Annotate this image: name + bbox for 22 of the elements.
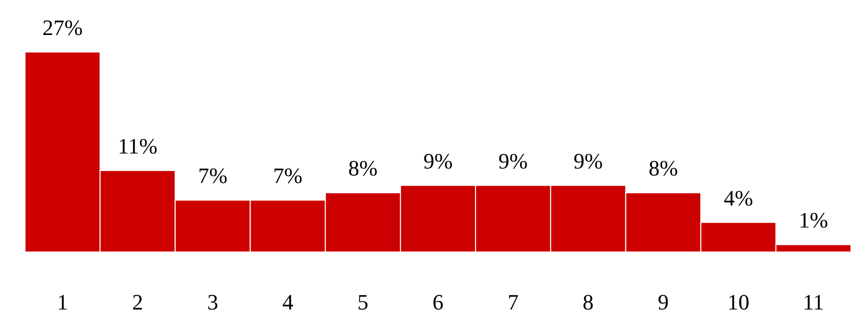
x-tick-label: 5 (357, 290, 368, 314)
data-label: 7% (273, 163, 302, 188)
x-tick-label: 9 (658, 290, 669, 314)
data-label: 9% (498, 148, 528, 174)
x-tick-label: 3 (207, 290, 218, 314)
x-tick-label: 4 (282, 290, 294, 314)
x-tick-label: 6 (432, 290, 444, 314)
x-tick-label: 11 (802, 290, 824, 314)
x-tick-label: 8 (582, 290, 594, 314)
data-label: 9% (423, 148, 453, 174)
data-label: 8% (348, 156, 378, 181)
data-label: 4% (724, 185, 754, 210)
data-label: 7% (198, 163, 228, 188)
x-tick-label: 10 (727, 290, 750, 314)
x-tick-label: 7 (508, 290, 519, 314)
data-label: 27% (42, 15, 83, 40)
x-tick-label: 1 (57, 290, 68, 314)
data-label: 8% (648, 156, 678, 181)
data-label: 11% (118, 134, 158, 159)
data-label: 1% (798, 208, 828, 233)
x-tick-label: 2 (132, 290, 144, 314)
data-label: 9% (574, 148, 603, 174)
